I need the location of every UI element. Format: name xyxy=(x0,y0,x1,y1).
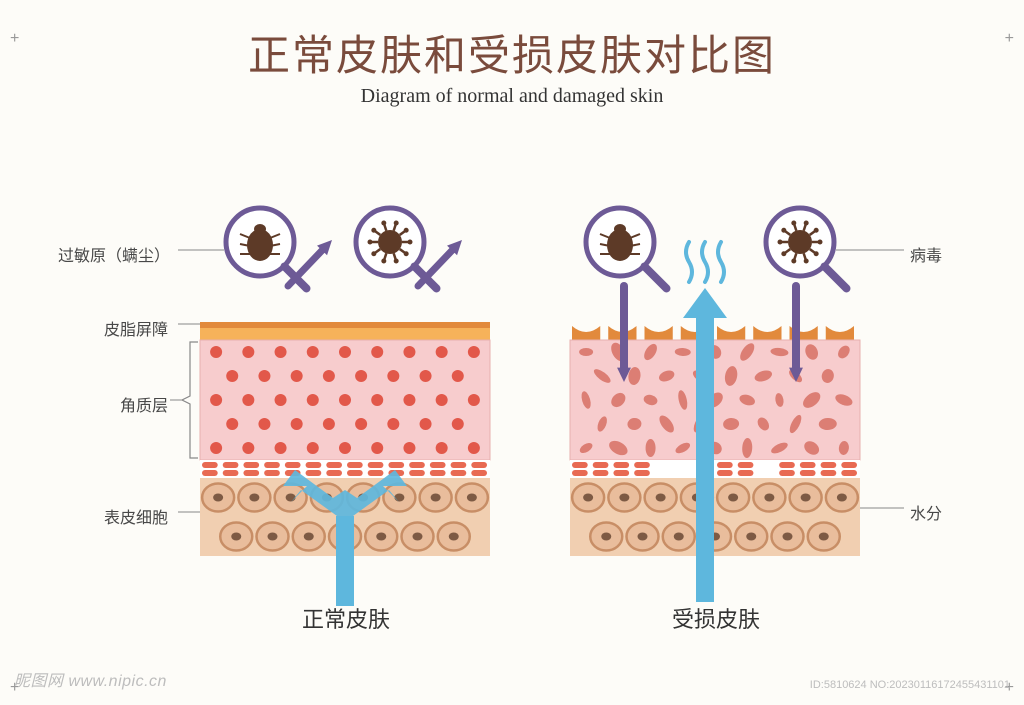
title-en: Diagram of normal and damaged skin xyxy=(0,85,1024,108)
caption-normal: 正常皮肤 xyxy=(302,602,390,634)
watermark-left: 昵图网 www.nipic.cn xyxy=(14,667,167,691)
label-sebum-barrier: 皮脂屏障 xyxy=(104,316,168,340)
crop-mark-tl: + xyxy=(10,30,19,48)
diagram-stage: 过敏原（螨尘） 皮脂屏障 角质层 表皮细胞 病毒 水分 正常皮肤 受损皮肤 xyxy=(0,182,1024,652)
crop-mark-tr: + xyxy=(1005,30,1014,48)
watermark-right: ID:5810624 NO:20230116172455431101 xyxy=(810,679,1010,691)
caption-damaged: 受损皮肤 xyxy=(672,602,760,634)
label-epidermis: 表皮细胞 xyxy=(104,504,168,528)
label-virus: 病毒 xyxy=(910,242,942,266)
label-allergen: 过敏原（螨尘） xyxy=(58,242,170,266)
title-cn: 正常皮肤和受损皮肤对比图 xyxy=(0,22,1024,83)
label-stratum: 角质层 xyxy=(120,392,168,416)
label-moisture: 水分 xyxy=(910,500,942,524)
